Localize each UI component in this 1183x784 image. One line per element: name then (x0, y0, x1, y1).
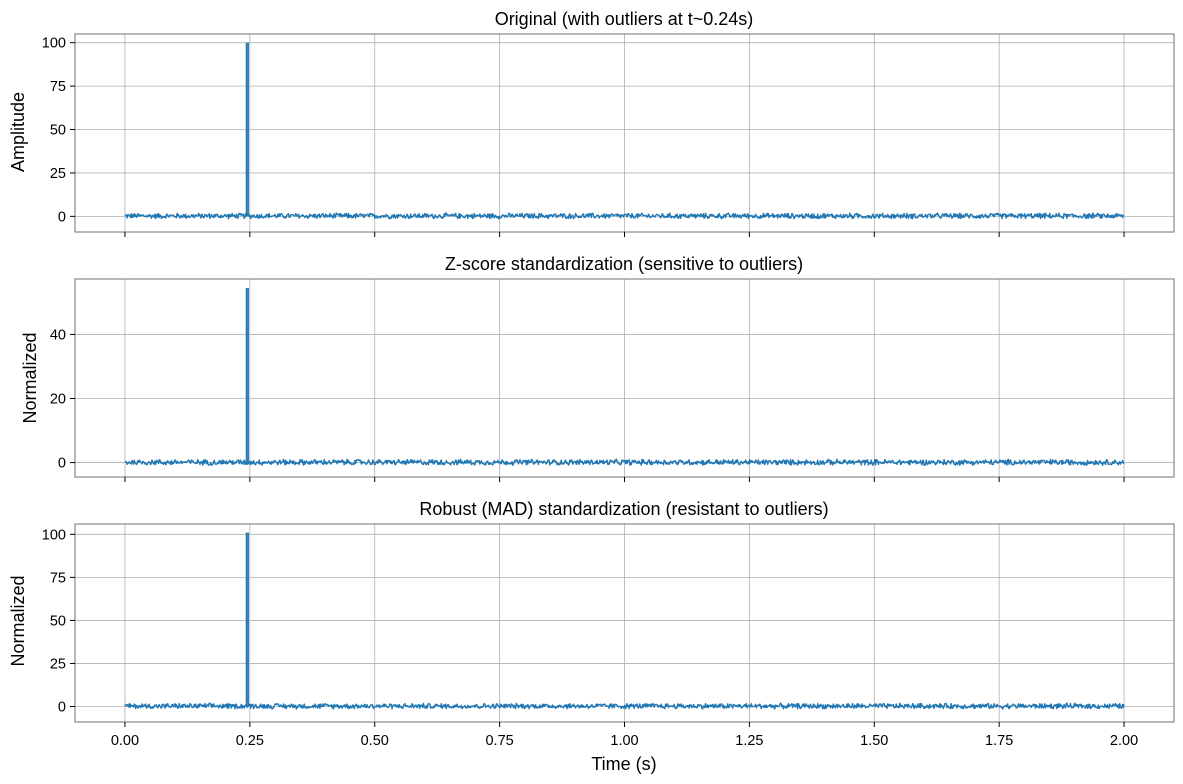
subplot-title: Robust (MAD) standardization (resistant … (419, 499, 828, 519)
y-tick-label: 0 (58, 700, 66, 716)
gridlines (75, 34, 1174, 232)
signal-line (124, 458, 1125, 467)
x-tick-label: 0.50 (361, 733, 389, 749)
y-tick-label: 0 (58, 209, 66, 225)
y-tick-label: 50 (50, 123, 66, 139)
y-ticks: 0 25 50 75 100 (42, 527, 75, 716)
gridlines (75, 524, 1174, 722)
subplot-zscore: Z-score standardization (sensitive to ou… (20, 254, 1175, 482)
y-ticks: 0 25 50 75 100 (42, 36, 75, 225)
x-ticks (124, 477, 1125, 482)
y-tick-label: 75 (50, 79, 66, 95)
y-axis-label: Normalized (8, 575, 28, 666)
x-tick-label: 1.75 (985, 733, 1013, 749)
data-series (124, 42, 1125, 220)
x-tick-label: 0.75 (485, 733, 513, 749)
data-series (124, 287, 1125, 467)
subplot-title: Z-score standardization (sensitive to ou… (445, 254, 803, 274)
y-tick-label: 0 (58, 456, 66, 472)
x-ticks: 0.00 0.25 0.50 0.75 1.00 1.25 1.50 1.75 2.00 (111, 722, 1138, 749)
x-tick-label: 0.00 (111, 733, 139, 749)
y-tick-label: 50 (50, 613, 66, 629)
y-tick-label: 25 (50, 166, 66, 182)
y-ticks: 0 20 40 (50, 327, 75, 472)
signal-line (124, 212, 1125, 220)
y-tick-label: 20 (50, 392, 66, 408)
x-tick-label: 1.00 (610, 733, 638, 749)
x-tick-label: 1.50 (860, 733, 888, 749)
signal-line (124, 702, 1125, 710)
subplot-title: Original (with outliers at t~0.24s) (495, 9, 754, 29)
y-tick-label: 75 (50, 570, 66, 586)
y-axis-label: Amplitude (8, 92, 28, 172)
y-tick-label: 25 (50, 656, 66, 672)
subplot-robust-mad: Robust (MAD) standardization (resistant … (8, 499, 1175, 774)
data-series (124, 532, 1125, 710)
x-axis-label: Time (s) (591, 754, 656, 774)
subplot-original: Original (with outliers at t~0.24s) Ampl… (8, 9, 1175, 237)
x-ticks (124, 232, 1125, 237)
x-tick-label: 2.00 (1110, 733, 1138, 749)
y-axis-label: Normalized (20, 332, 40, 423)
x-tick-label: 0.25 (236, 733, 264, 749)
y-tick-label: 100 (42, 527, 66, 543)
x-tick-label: 1.25 (735, 733, 763, 749)
y-tick-label: 100 (42, 36, 66, 52)
gridlines (75, 279, 1174, 477)
y-tick-label: 40 (50, 327, 66, 343)
